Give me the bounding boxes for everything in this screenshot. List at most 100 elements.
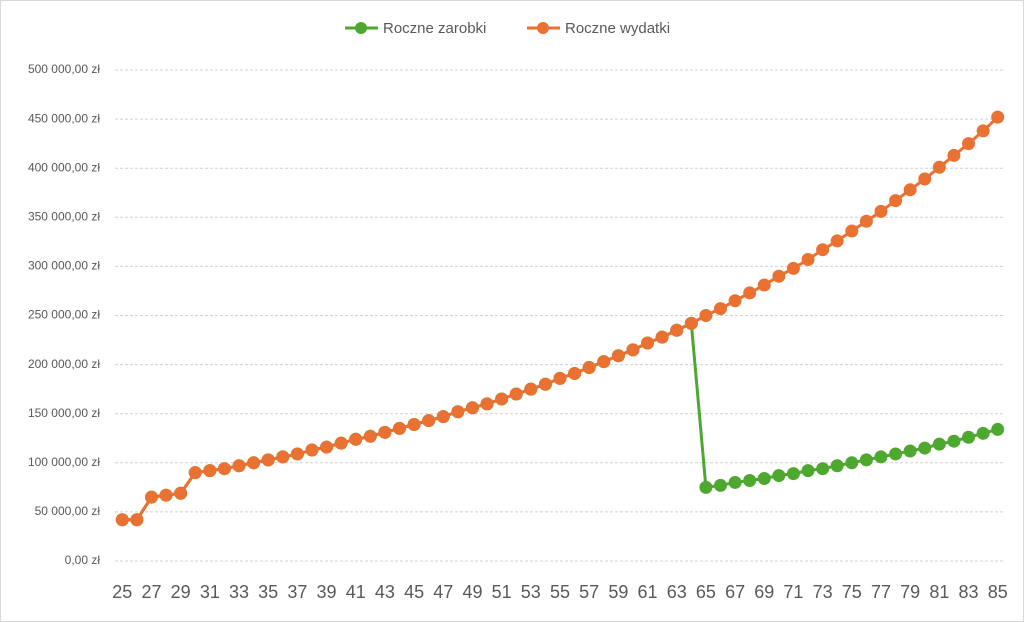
y-tick-label: 300 000,00 zł xyxy=(28,259,100,273)
point xyxy=(932,437,946,451)
x-tick-label: 53 xyxy=(521,582,541,602)
point xyxy=(144,490,158,504)
point xyxy=(320,440,334,454)
x-tick-label: 27 xyxy=(141,582,161,602)
x-tick-label: 43 xyxy=(375,582,395,602)
legend-marker xyxy=(537,22,549,34)
y-tick-label: 150 000,00 zł xyxy=(28,406,100,420)
point xyxy=(713,302,727,316)
point xyxy=(509,387,523,401)
legend-marker xyxy=(355,22,367,34)
y-tick-label: 500 000,00 zł xyxy=(28,62,100,76)
x-tick-label: 57 xyxy=(579,582,599,602)
point xyxy=(830,234,844,248)
x-tick-label: 85 xyxy=(988,582,1008,602)
point xyxy=(757,472,771,486)
x-tick-label: 49 xyxy=(462,582,482,602)
point xyxy=(480,397,494,411)
point xyxy=(772,469,786,483)
point xyxy=(261,453,275,467)
x-tick-label: 63 xyxy=(667,582,687,602)
point xyxy=(597,355,611,369)
legend-label: Roczne wydatki xyxy=(565,20,670,37)
point xyxy=(991,422,1005,436)
point xyxy=(699,480,713,494)
point xyxy=(903,183,917,197)
point xyxy=(655,330,669,344)
point xyxy=(845,456,859,470)
x-tick-label: 37 xyxy=(287,582,307,602)
x-tick-label: 45 xyxy=(404,582,424,602)
point xyxy=(713,478,727,492)
x-tick-label: 55 xyxy=(550,582,570,602)
x-tick-label: 29 xyxy=(171,582,191,602)
x-tick-label: 25 xyxy=(112,582,132,602)
point xyxy=(947,148,961,162)
y-tick-label: 100 000,00 zł xyxy=(28,455,100,469)
point xyxy=(743,473,757,487)
point xyxy=(684,316,698,330)
y-tick-label: 200 000,00 zł xyxy=(28,357,100,371)
point xyxy=(962,430,976,444)
x-tick-label: 33 xyxy=(229,582,249,602)
point xyxy=(159,488,173,502)
point xyxy=(334,436,348,450)
point xyxy=(363,429,377,443)
x-tick-label: 41 xyxy=(346,582,366,602)
point xyxy=(816,243,830,257)
point xyxy=(772,269,786,283)
point xyxy=(845,224,859,238)
point xyxy=(378,425,392,439)
legend: Roczne zarobki Roczne wydatki xyxy=(345,20,670,37)
point xyxy=(188,466,202,480)
y-tick-label: 450 000,00 zł xyxy=(28,111,100,125)
point xyxy=(889,447,903,461)
point xyxy=(495,392,509,406)
point xyxy=(641,336,655,350)
x-tick-label: 31 xyxy=(200,582,220,602)
x-tick-label: 51 xyxy=(492,582,512,602)
point xyxy=(232,459,246,473)
y-tick-label: 50 000,00 zł xyxy=(35,504,101,518)
point xyxy=(393,421,407,435)
point xyxy=(699,309,713,322)
x-tick-label: 65 xyxy=(696,582,716,602)
point xyxy=(859,453,873,467)
x-tick-label: 83 xyxy=(959,582,979,602)
point xyxy=(568,366,582,380)
point xyxy=(728,475,742,489)
point xyxy=(816,462,830,476)
point xyxy=(903,444,917,458)
point xyxy=(728,294,742,308)
point xyxy=(786,261,800,275)
point xyxy=(976,124,990,138)
point xyxy=(174,486,188,500)
point xyxy=(757,278,771,292)
point xyxy=(830,459,844,473)
point xyxy=(786,467,800,481)
x-tick-label: 69 xyxy=(754,582,774,602)
point xyxy=(422,414,436,428)
y-tick-label: 250 000,00 zł xyxy=(28,308,100,322)
x-tick-label: 67 xyxy=(725,582,745,602)
point xyxy=(626,343,640,357)
point xyxy=(247,456,261,470)
y-tick-label: 400 000,00 zł xyxy=(28,160,100,174)
point xyxy=(538,377,552,391)
point xyxy=(743,286,757,300)
x-tick-label: 39 xyxy=(317,582,337,602)
point xyxy=(962,137,976,151)
point xyxy=(276,450,290,464)
point xyxy=(553,371,567,385)
x-tick-label: 75 xyxy=(842,582,862,602)
point xyxy=(889,194,903,208)
point xyxy=(611,349,625,363)
point xyxy=(976,426,990,440)
x-tick-label: 35 xyxy=(258,582,278,602)
x-tick-label: 71 xyxy=(783,582,803,602)
legend-label: Roczne zarobki xyxy=(383,20,486,37)
point xyxy=(407,418,421,432)
point xyxy=(991,110,1005,124)
